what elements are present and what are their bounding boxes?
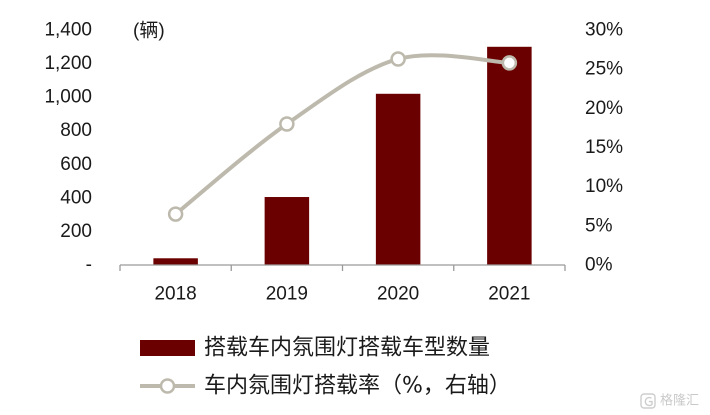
y-right-tick-label: 10% — [585, 176, 623, 197]
legend-swatch-bar — [140, 340, 195, 356]
y-left-tick-label: 1,400 — [44, 20, 92, 41]
y-left-tick-label: - — [86, 255, 92, 276]
y-left-tick-label: 1,200 — [44, 53, 92, 74]
y-left-tick-label: 800 — [60, 120, 92, 141]
bar-2018 — [153, 258, 198, 265]
y-right-tick-label: 20% — [585, 98, 623, 119]
legend-item-penetration-rate: 车内氛围灯搭载率（%，右轴） — [140, 374, 511, 399]
y-axis-left: - 200 400 600 800 1,000 1,200 1,400 — [44, 20, 92, 276]
x-tick-label-2018: 2018 — [154, 284, 196, 305]
legend: 搭载车内氛围灯搭载车型数量 车内氛围灯搭载率（%，右轴） — [140, 336, 511, 399]
y-right-tick-label: 25% — [585, 59, 623, 80]
y-left-tick-label: 200 — [60, 221, 92, 242]
y-left-unit-label: (辆) — [133, 20, 165, 42]
legend-label-vehicle-count: 搭载车内氛围灯搭载车型数量 — [204, 336, 490, 361]
line-point-2018 — [167, 206, 184, 222]
line-point-2019 — [279, 116, 295, 132]
y-left-tick-label: 1,000 — [44, 87, 92, 108]
watermark: 格隆汇 — [640, 393, 699, 409]
line-point-2021 — [501, 55, 518, 71]
x-axis: 2018 2019 2020 2021 — [119, 264, 566, 305]
line-series-path — [173, 53, 512, 217]
x-tick-label-2019: 2019 — [266, 284, 308, 305]
watermark-text: 格隆汇 — [660, 393, 699, 409]
y-left-tick-label: 400 — [60, 187, 92, 208]
y-right-tick-label: 30% — [585, 20, 623, 41]
bar-2021 — [487, 46, 532, 266]
y-right-tick-label: 5% — [585, 215, 613, 236]
y-axis-right: 0% 5% 10% 15% 20% 25% 30% — [585, 20, 623, 276]
x-tick-label-2021: 2021 — [488, 284, 530, 305]
bar-2019 — [264, 197, 310, 265]
watermark-logo-icon — [640, 393, 656, 409]
y-left-tick-label: 600 — [60, 154, 92, 175]
bar-series — [153, 46, 532, 266]
line-point-2020 — [390, 51, 406, 67]
legend-marker-circle-icon — [159, 378, 176, 394]
legend-label-penetration-rate: 车内氛围灯搭载率（%，右轴） — [204, 374, 511, 399]
line-series — [167, 51, 518, 222]
bar-2020 — [375, 93, 421, 266]
y-right-tick-label: 15% — [585, 137, 623, 158]
x-tick-label-2020: 2020 — [377, 284, 419, 305]
legend-item-vehicle-count: 搭载车内氛围灯搭载车型数量 — [140, 336, 490, 361]
y-right-tick-label: 0% — [585, 255, 613, 276]
